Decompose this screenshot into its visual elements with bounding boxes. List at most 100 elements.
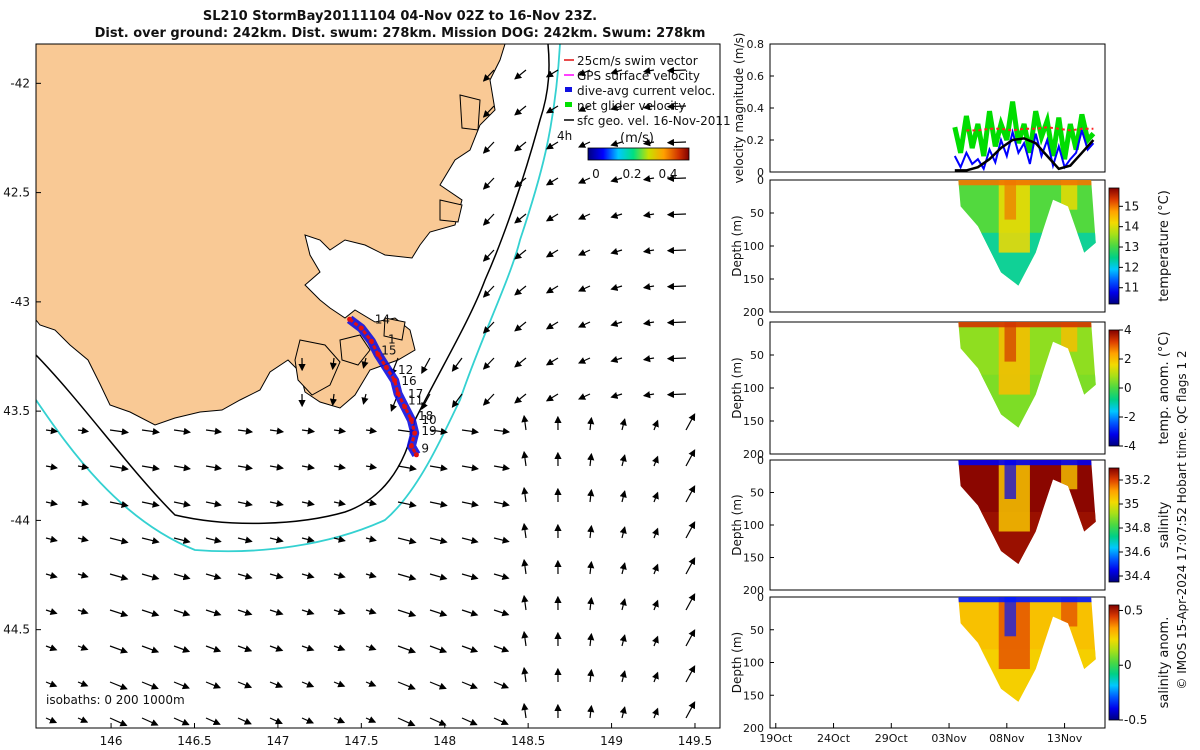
depth-axis-label: Depth (m)	[730, 357, 744, 418]
velocity-arrow	[685, 449, 696, 467]
velocity-arrow	[451, 393, 463, 408]
colorbar-tick-label: 11	[1124, 281, 1139, 295]
velocity-arrow	[652, 671, 659, 683]
velocity-arrow	[109, 500, 129, 508]
land-island	[383, 317, 406, 341]
velocity-arrow	[642, 103, 655, 111]
velocity-arrow	[429, 537, 448, 545]
velocity-arrow	[619, 490, 627, 503]
velocity-arrow	[77, 426, 90, 435]
velocity-arrow	[77, 499, 89, 507]
colorbar-tick-label: 0	[1124, 381, 1132, 395]
velocity-arrow	[333, 427, 347, 435]
heatmap-colorbar	[1108, 467, 1120, 583]
velocity-arrow	[666, 174, 687, 183]
velocity-arrow	[429, 681, 447, 690]
velocity-arrow	[619, 598, 627, 611]
velocity-arrow	[652, 527, 659, 539]
velocity-arrow	[237, 717, 252, 725]
track-day-label: 10	[421, 413, 436, 427]
velocity-arrow	[451, 357, 463, 372]
velocity-arrow	[333, 463, 346, 471]
velocity-arrow	[610, 104, 623, 111]
velocity-arrow	[642, 139, 655, 147]
velocity-ytick-label: 0	[757, 166, 764, 179]
track-day-label: 14	[375, 313, 390, 327]
velocity-arrow	[269, 536, 284, 544]
velocity-arrow	[642, 247, 655, 255]
velocity-arrow	[429, 717, 447, 726]
colorbar-tick-label: 34.6	[1124, 545, 1151, 559]
legend-colorbar	[587, 147, 690, 161]
velocity-arrow	[397, 681, 416, 690]
velocity-arrow	[610, 284, 623, 291]
land-island	[439, 199, 463, 223]
velocity-arrow	[205, 681, 222, 689]
track-day-label: 19	[421, 424, 436, 438]
velocity-arrow	[652, 563, 659, 575]
velocity-arrow	[77, 680, 89, 687]
colorbar-tick-label: 15	[1124, 199, 1139, 213]
velocity-arrow	[365, 571, 377, 579]
map-frame	[35, 43, 721, 729]
velocity-arrow	[429, 427, 448, 436]
figure-title-line2: Dist. over ground: 242km. Dist. swum: 27…	[94, 26, 706, 41]
velocity-ytick-label: 0.2	[747, 134, 765, 147]
velocity-arrow	[666, 138, 687, 147]
velocity-arrow	[205, 717, 221, 726]
velocity-arrow	[269, 645, 284, 652]
velocity-ytick-label: 0.4	[747, 102, 765, 115]
velocity-arrow	[77, 716, 89, 723]
heatmap-warm-column	[1061, 180, 1078, 210]
velocity-arrow	[482, 393, 495, 406]
lon-tick-label: 146.5	[177, 734, 211, 748]
legend-item-label: sfc geo. vel. 16-Nov-2011	[577, 114, 731, 128]
velocity-arrow	[666, 282, 687, 291]
velocity-arrow	[429, 464, 448, 472]
velocity-arrow	[269, 608, 284, 616]
velocity-arrow	[578, 321, 591, 328]
depth-tick-label: 100	[743, 657, 764, 670]
lat-tick-label: -43	[10, 295, 30, 309]
velocity-arrow	[141, 609, 160, 617]
velocity-arrow	[109, 537, 129, 545]
velocity-arrow	[173, 536, 191, 544]
track-point	[383, 364, 389, 370]
velocity-arrow	[666, 102, 687, 111]
velocity-arrow	[397, 537, 417, 545]
velocity-arrow	[685, 413, 696, 431]
velocity-arrow	[461, 573, 479, 581]
time-tick-label: 13Nov	[1047, 732, 1083, 745]
heatmap-panel-4: 0 50 100 150 200 Depth (m) -0.5 0 0.5 salinity an…	[730, 591, 1172, 735]
velocity-series-line	[953, 126, 1095, 172]
velocity-arrow	[619, 670, 627, 683]
velocity-arrow	[493, 536, 510, 544]
velocity-arrow	[685, 629, 696, 647]
legend-colorbar-tick: 0.2	[622, 167, 641, 181]
velocity-arrow	[141, 500, 160, 508]
velocity-arrow	[545, 285, 559, 294]
legend-item-label: GPS surface velocity	[577, 69, 700, 83]
velocity-arrow	[578, 357, 591, 364]
velocity-arrow	[461, 609, 479, 617]
velocity-arrow	[514, 357, 527, 368]
velocity-arrow	[45, 463, 58, 471]
velocity-arrow	[301, 499, 315, 507]
track-day-label: 9	[421, 442, 429, 456]
velocity-arrow	[237, 463, 253, 471]
velocity-arrow	[493, 645, 510, 653]
velocity-arrow	[237, 645, 253, 653]
velocity-arrow	[619, 562, 627, 575]
velocity-arrow	[578, 213, 591, 220]
velocity-ytick-label: 0.8	[747, 38, 765, 51]
velocity-arrow	[461, 464, 479, 472]
velocity-arrow	[521, 450, 529, 467]
velocity-arrow	[642, 283, 655, 291]
velocity-arrow	[361, 357, 369, 369]
velocity-arrow	[545, 69, 559, 78]
velocity-arrow	[619, 418, 627, 431]
velocity-arrow	[141, 537, 160, 545]
velocity-arrow	[429, 609, 448, 617]
velocity-arrow	[521, 594, 529, 611]
velocity-arrow	[397, 464, 417, 472]
